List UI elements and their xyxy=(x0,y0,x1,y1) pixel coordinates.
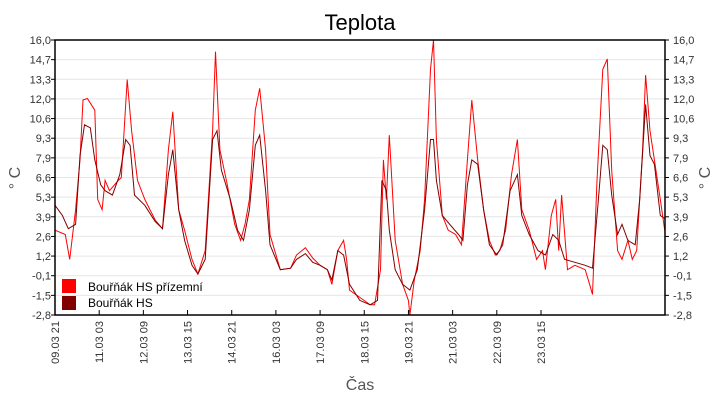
y-tick-label-right: 10,6 xyxy=(673,114,694,126)
x-tick-label: 11.03 03 xyxy=(94,321,106,363)
y-tick-label-left: 2,6 xyxy=(36,231,51,243)
legend-label-series-1: Bouřňák HS přízemní xyxy=(88,280,203,294)
x-tick-label: 21.03 03 xyxy=(448,321,460,364)
y-tick-label-right: 5,3 xyxy=(673,192,688,204)
y-tick-label-right: -2,8 xyxy=(673,310,692,322)
y-tick-label-left: 3,9 xyxy=(36,212,51,224)
y-tick-label-left: 10,6 xyxy=(30,114,51,126)
y-tick-label-left: 7,9 xyxy=(36,153,51,165)
x-tick-label: 22.03 09 xyxy=(492,321,504,364)
x-axis-label: Čas xyxy=(346,375,374,394)
y-tick-label-left: 16,0 xyxy=(30,35,51,47)
chart-title: Teplota xyxy=(325,10,397,35)
x-tick-label: 13.03 15 xyxy=(183,321,195,364)
y-tick-label-right: 2,6 xyxy=(673,231,688,243)
y-tick-label-left: 5,3 xyxy=(36,192,51,204)
x-tick-label: 12.03 09 xyxy=(138,321,150,364)
y-tick-label-right: 9,3 xyxy=(673,133,688,145)
x-tick-label: 19.03 21 xyxy=(403,321,415,364)
y-axis-label-right: ° C xyxy=(697,167,714,189)
y-tick-label-left: 12,0 xyxy=(30,94,51,106)
y-tick-label-right: 3,9 xyxy=(673,212,688,224)
y-tick-label-right: 6,6 xyxy=(673,173,688,185)
y-tick-label-right: 1,2 xyxy=(673,251,688,263)
y-axis-label-left: ° C xyxy=(7,167,24,189)
y-tick-label-right: 7,9 xyxy=(673,153,688,165)
x-tick-label: 14.03 21 xyxy=(227,321,239,364)
x-tick-label: 09.03 21 xyxy=(50,321,62,364)
y-tick-label-right: -1,5 xyxy=(673,290,692,302)
y-tick-label-left: -0,1 xyxy=(32,271,51,283)
y-tick-label-left: 14,7 xyxy=(30,55,51,67)
y-tick-label-right: 12,0 xyxy=(673,94,694,106)
y-tick-label-right: 13,3 xyxy=(673,74,694,86)
y-tick-label-left: -2,8 xyxy=(32,310,51,322)
y-tick-label-left: 1,2 xyxy=(36,251,51,263)
legend-swatch-series-2 xyxy=(62,296,76,310)
y-tick-label-right: 16,0 xyxy=(673,35,694,47)
y-tick-label-left: 6,6 xyxy=(36,173,51,185)
x-tick-label: 17.03 09 xyxy=(315,321,327,364)
y-tick-label-left: -1,5 xyxy=(32,290,51,302)
y-tick-label-left: 13,3 xyxy=(30,74,51,86)
legend-swatch-series-1 xyxy=(62,279,76,293)
series-line-2 xyxy=(54,104,665,306)
x-tick-label: 16.03 03 xyxy=(271,321,283,364)
y-tick-label-right: 14,7 xyxy=(673,55,694,67)
legend: Bouřňák HS přízemní Bouřňák HS xyxy=(62,279,203,310)
y-tick-label-right: -0,1 xyxy=(673,271,692,283)
legend-label-series-2: Bouřňák HS xyxy=(88,296,153,310)
x-tick-label: 18.03 15 xyxy=(359,321,371,364)
series-line-1 xyxy=(54,39,666,316)
y-tick-label-left: 9,3 xyxy=(36,133,51,145)
x-tick-label: 23.03 15 xyxy=(536,321,548,364)
